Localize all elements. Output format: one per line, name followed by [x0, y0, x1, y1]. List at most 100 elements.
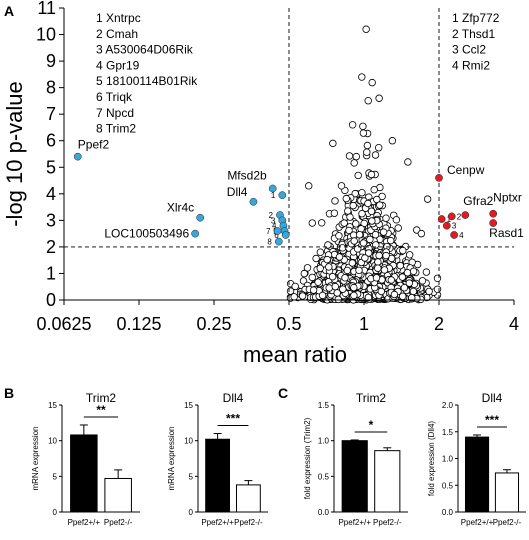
data-point [366, 235, 374, 244]
down-numbered-label: 3 [271, 216, 276, 225]
up-numbered-label: 1 [447, 215, 452, 224]
y-tick-label: 4 [46, 184, 56, 204]
up-numbered-point [450, 231, 458, 239]
data-point [358, 73, 366, 81]
data-point [360, 219, 368, 228]
bar-chart-title: Trim2 [86, 391, 117, 405]
down-numbered-point [278, 191, 287, 199]
y-tick-label: 1.5 [442, 428, 454, 437]
data-point [290, 293, 298, 301]
data-point [433, 285, 442, 293]
category-label: Ppef2+/+ [338, 518, 371, 527]
down-gene-label: Mfsd2b [227, 169, 267, 183]
data-point [368, 217, 376, 225]
x-tick-label: 2 [434, 314, 444, 334]
y-tick-label: 0.5 [442, 481, 454, 490]
up-gene-point [435, 174, 443, 182]
y-tick-label: 1 [46, 263, 56, 283]
bar [205, 438, 230, 513]
data-point [318, 219, 326, 227]
data-point [418, 277, 427, 285]
y-tick-label: 3 [46, 210, 56, 230]
down-gene-label: LOC100503496 [104, 227, 189, 241]
data-point [382, 251, 390, 260]
data-point [331, 282, 339, 291]
data-point [350, 159, 358, 167]
data-point [358, 188, 366, 197]
data-point [425, 287, 433, 296]
labelled-genes: Ppef2Mfsd2bDll4Xlr4cLOC10050349612345678… [73, 138, 524, 247]
data-point [345, 152, 354, 160]
data-point [359, 122, 367, 130]
data-point [343, 266, 351, 275]
y-tick-label: 0 [189, 508, 194, 517]
data-point [370, 185, 378, 194]
data-point [375, 94, 383, 102]
data-point [399, 246, 407, 255]
data-point [363, 148, 371, 156]
down-list-item: 4 Gpr19 [96, 58, 140, 72]
data-point [325, 263, 333, 271]
data-point [316, 248, 325, 256]
data-point [403, 269, 412, 277]
data-point [300, 269, 308, 278]
bar-chart-b-dll4: Dll4 0 5 10 15 mRNA expression Ppef2+/+ Ppef2-/… [167, 391, 268, 527]
up-numbered-label: 2 [457, 212, 462, 221]
data-point [417, 229, 426, 238]
data-point [394, 224, 402, 232]
point-cloud [286, 25, 442, 304]
down-gene-point [191, 229, 199, 238]
up-list-item: 1 Zfp772 [452, 11, 500, 25]
down-list-item: 1 Xntrpc [96, 11, 141, 25]
data-point [380, 266, 389, 274]
y-tick-label: 10 [184, 437, 193, 446]
bar [70, 434, 98, 513]
data-point [372, 274, 381, 282]
y-tick-label: 1.5 [318, 401, 330, 410]
data-point [349, 201, 357, 210]
down-numbered-label: 4 [272, 222, 277, 231]
data-point [433, 274, 442, 282]
data-point [364, 199, 372, 208]
up-gene-point [489, 219, 498, 227]
bar-chart-c-dll4: Dll4 0.0 0.5 1.0 1.5 2.0 fold expression (Dll4… [427, 391, 526, 527]
data-point [342, 194, 350, 203]
down-numbered-label: 1 [271, 191, 276, 200]
data-point [339, 285, 347, 293]
data-point [350, 283, 358, 292]
data-point [341, 274, 349, 282]
y-tick-label: 7 [46, 104, 56, 124]
up-list-item: 4 Rmi2 [452, 58, 490, 72]
down-gene-label: Ppef2 [78, 138, 110, 152]
data-point [337, 182, 346, 190]
data-point [354, 171, 362, 180]
data-point [404, 158, 412, 166]
category-label: Ppef2+/+ [68, 518, 101, 527]
data-point [364, 96, 372, 105]
panel-label-c: C [278, 385, 288, 401]
data-point [303, 264, 312, 272]
bar-chart-c-trim2: Trim2 0.0 0.5 1.0 1.5 fold expression (Trim2)… [303, 391, 408, 527]
data-point [316, 264, 324, 272]
down-gene-label: Xlr4c [167, 201, 194, 215]
down-gene-point [73, 152, 82, 161]
down-numbered-point [274, 237, 283, 246]
up-gene-label: Nptxr [493, 191, 522, 205]
y-tick-label: 6 [46, 131, 56, 151]
up-numbered-label: 3 [452, 222, 457, 231]
y-tick-label: 0 [53, 508, 58, 517]
data-point [355, 266, 363, 274]
significance-label: *** [226, 412, 240, 426]
y-tick-label: 1.0 [318, 437, 330, 446]
data-point [340, 219, 348, 227]
y-axis-title: fold expression (Dll4) [427, 421, 436, 496]
bar [374, 450, 401, 513]
significance-label: * [369, 418, 374, 432]
up-numbered-point [437, 215, 446, 223]
y-axis-title: -log 10 p-value [2, 81, 27, 227]
data-point [309, 286, 318, 294]
x-tick-label: 0.0625 [36, 314, 91, 334]
